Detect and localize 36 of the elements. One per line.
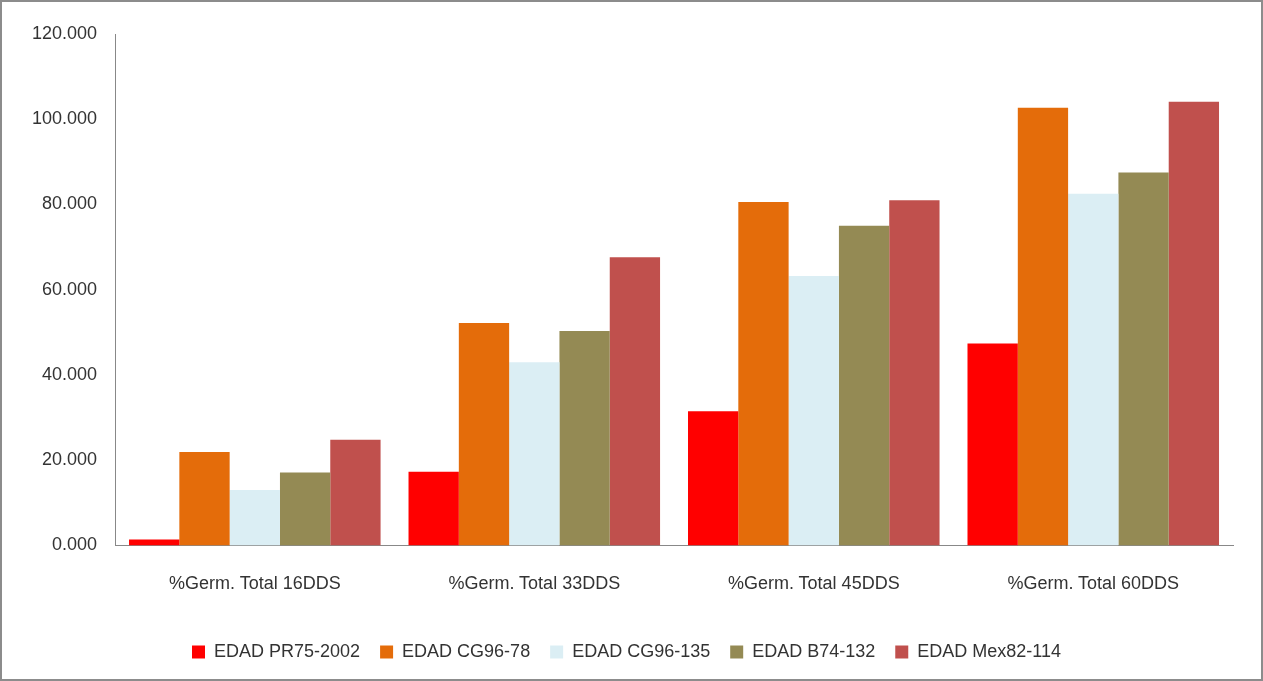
bar [1017,107,1069,546]
bar [609,257,661,546]
y-tick-label: 0.000 [52,534,98,555]
y-tick-label: 20.000 [42,449,98,470]
bar [408,471,459,546]
x-tick-label: %Germ. Total 16DDS [168,573,341,594]
bar [838,225,890,546]
legend-label: EDAD B74-132 [752,640,876,661]
legend-label: EDAD CG96-135 [572,640,711,661]
bar [330,439,381,546]
x-tick-label: %Germ. Total 33DDS [448,573,621,594]
bar [229,490,280,546]
bar [688,411,739,546]
bar [967,343,1018,546]
bar [788,276,839,546]
bar [559,331,610,546]
bar [1168,101,1220,546]
bar [279,472,331,546]
y-tick-label: 60.000 [42,278,98,299]
x-tick-label: %Germ. Total 45DDS [727,573,900,594]
y-tick-label: 120.000 [31,22,98,43]
y-tick-label: 80.000 [42,193,98,214]
bar [509,362,560,546]
bar [738,201,789,546]
bar [1068,193,1119,546]
legend-label: EDAD CG96-78 [402,640,531,661]
y-tick-label: 40.000 [42,363,98,384]
bar [1118,172,1169,546]
legend-label: EDAD PR75-2002 [214,640,361,661]
bar [179,452,230,546]
bar [889,200,940,546]
bar [458,322,510,546]
y-tick-label: 100.000 [31,108,98,129]
legend-label: EDAD Mex82-114 [917,640,1061,661]
bar [129,539,180,546]
x-tick-label: %Germ. Total 60DDS [1007,573,1180,594]
